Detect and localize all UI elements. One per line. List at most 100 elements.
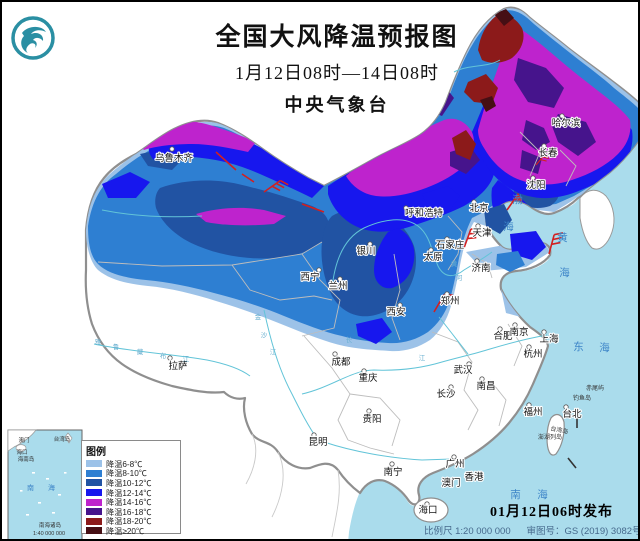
inset-label-haikou: 海口 [16, 448, 27, 456]
sea-label-donghai: 东 [573, 340, 585, 353]
region-cool-ge20-a [494, 9, 514, 26]
wind-symbols [215, 151, 564, 317]
city-label: 西安 [386, 306, 405, 318]
legend-swatch [86, 517, 102, 525]
region-sea-10-12 [484, 204, 512, 234]
city-label: 太原 [423, 251, 442, 263]
city-label: 昆明 [308, 437, 327, 448]
legend: 图例 降温6-8℃ 降温8-10℃ 降温10-12℃ 降温12-14℃ 降温14… [81, 440, 181, 536]
cma-logo [10, 15, 56, 61]
region-sea-8-10 [496, 251, 525, 272]
island-label-diaoyu: 钓鱼岛 [573, 394, 591, 402]
city-label: 呼和浩特 [405, 207, 444, 219]
city-label: 香港 [464, 471, 484, 483]
taiwan-island [546, 413, 565, 456]
cooling-regions [86, 8, 638, 455]
legend-label: 降温12-14℃ [106, 488, 152, 498]
river-label: 金 [255, 312, 262, 321]
map-agency: 中央气象台 [284, 94, 390, 115]
inset-taiwan [64, 432, 73, 444]
city-label: 郑州 [440, 295, 459, 307]
region-cool-14-16-exj [196, 207, 286, 226]
legend-row: 降温16-18℃ [86, 507, 176, 517]
city-label: 澳门 [441, 477, 460, 489]
city-label: 海口 [418, 504, 437, 516]
foreign-borders [245, 433, 340, 538]
city-label: 西宁 [300, 271, 319, 283]
city-label: 上海 [539, 333, 559, 345]
rivers [93, 59, 548, 461]
city-label: 南京 [509, 326, 528, 338]
island-label-taiwan: 台湾岛 [550, 424, 569, 436]
sea-area [348, 124, 638, 539]
legend-label: 降温18-20℃ [106, 517, 152, 527]
city-label: 长春 [538, 147, 558, 159]
region-cool-16-18-b [552, 114, 596, 156]
river-label: 沙 [261, 332, 268, 339]
region-cool-18-20-a [478, 14, 524, 63]
city-dots [167, 113, 569, 507]
river-label: 藏 [137, 347, 144, 356]
city-label: 济南 [471, 262, 490, 274]
sea-label-huanghai: 黄 [557, 231, 569, 244]
inset-islands [20, 472, 67, 516]
inset-label-hainan: 海南岛 [18, 455, 35, 463]
title-block: 全国大风降温预报图 1月12日08时—14日08时 中央气象台 [142, 24, 532, 117]
nanhai-inset-map: 澳门 台湾岛 海口 海南岛 南 海 南海诸岛 1:40 000 000 [7, 429, 83, 539]
sea-label-bohai: 渤 [512, 193, 524, 206]
inset-scale: 1:40 000 000 [33, 531, 65, 537]
inset-coast [7, 429, 37, 452]
region-cool-16-18-f [522, 120, 550, 150]
sea-label-huanghai: 海 [559, 266, 571, 279]
region-cool-16-18-e [520, 150, 542, 174]
legend-swatch [86, 460, 102, 468]
cma-logo-icon [11, 16, 55, 60]
region-cool-ge20-b [480, 96, 496, 112]
city-label: 北京 [469, 202, 488, 214]
region-sea-12-14 [510, 231, 546, 260]
city-label: 成都 [331, 356, 351, 368]
legend-row: 降温12-14℃ [86, 488, 176, 498]
inset-hainan [15, 444, 27, 452]
legend-swatch [86, 469, 102, 477]
river-label: 雅 [95, 338, 102, 346]
city-label: 兰州 [328, 280, 347, 292]
city-label: 广州 [445, 458, 464, 470]
city-label: 拉萨 [168, 360, 188, 372]
region-cool-18-20-c [452, 130, 476, 160]
korea-landmass [579, 189, 615, 250]
river-label: 江 [270, 348, 277, 356]
city-label: 哈尔滨 [552, 117, 581, 129]
river-label: 河 [456, 274, 463, 282]
sea-label-donghai: 海 [599, 341, 611, 354]
sea-label-nanhai: 南 [510, 488, 522, 501]
hainan-island [413, 497, 449, 523]
legend-title: 图例 [86, 447, 106, 458]
legend-label: 降温14-16℃ [106, 498, 152, 508]
river-label: 布 [160, 351, 167, 360]
river-label: 江 [419, 354, 426, 362]
region-cool-12-14-beijing-nw [422, 186, 460, 210]
region-cool-12-14-band [374, 228, 415, 289]
legend-label: 降温16-18℃ [106, 507, 152, 517]
legend-swatch [86, 498, 102, 506]
city-label: 银川 [356, 245, 375, 257]
inset-label-taiwan: 台湾岛 [54, 435, 71, 443]
map-title: 全国大风降温预报图 [215, 24, 459, 51]
legend-row: 降温18-20℃ [86, 517, 176, 527]
legend-row: 降温8-10℃ [86, 469, 176, 478]
legend-row: 降温≥20℃ [86, 526, 176, 536]
island-labels: 台湾岛 钓鱼岛 赤尾屿 澎湖列岛 [538, 384, 604, 441]
city-label: 合肥 [493, 330, 513, 342]
shear-line [215, 151, 325, 213]
city-label: 重庆 [358, 372, 378, 384]
legend-label: 降温6-8℃ [106, 459, 143, 469]
city-label: 沈阳 [526, 179, 545, 191]
river-label: 长 [346, 335, 353, 344]
boundary-dash-east-taiwan [567, 416, 578, 469]
legend-swatch [86, 508, 102, 516]
island-label-penghu: 澎湖列岛 [538, 433, 562, 441]
region-cool-16-18-a [514, 58, 564, 108]
